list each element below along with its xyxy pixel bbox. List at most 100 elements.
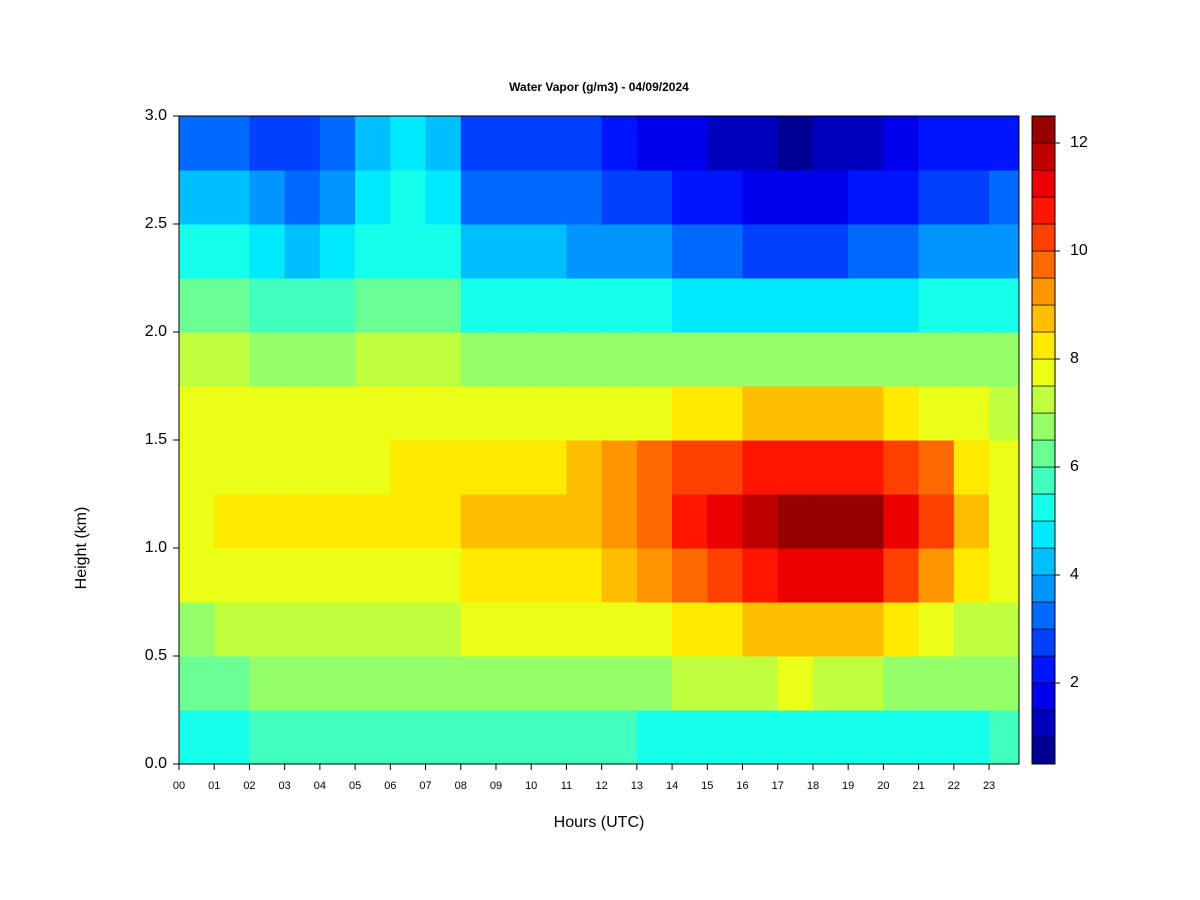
heat-cell xyxy=(918,170,955,225)
heat-cell xyxy=(883,494,920,549)
heat-cell xyxy=(531,440,567,495)
heat-cell xyxy=(531,494,567,549)
heat-cell xyxy=(989,332,1020,387)
heat-cell xyxy=(953,548,990,603)
heat-cell xyxy=(355,656,391,711)
heat-cell xyxy=(953,494,990,549)
heat-cell xyxy=(249,602,286,657)
heat-cell xyxy=(636,386,673,441)
heat-cell xyxy=(495,656,532,711)
colorbar-level xyxy=(1031,655,1056,684)
x-tick-label: 21 xyxy=(912,780,924,792)
heat-cell xyxy=(672,494,708,549)
heat-cell xyxy=(812,494,849,549)
heat-cell xyxy=(953,224,990,279)
heat-cell xyxy=(707,494,744,549)
heat-cell xyxy=(566,386,603,441)
heat-cell xyxy=(812,224,849,279)
heat-cell xyxy=(953,440,990,495)
heat-cell xyxy=(284,332,321,387)
heat-cell xyxy=(812,710,849,765)
heat-cell xyxy=(495,602,532,657)
heat-cell xyxy=(495,278,532,333)
heat-cell xyxy=(989,386,1020,441)
heat-cell xyxy=(953,278,990,333)
heat-cell xyxy=(495,494,532,549)
heat-cell xyxy=(214,116,250,171)
heat-cell xyxy=(214,278,250,333)
heat-cell xyxy=(812,278,849,333)
colorbar-level xyxy=(1031,358,1056,387)
heat-cell xyxy=(284,548,321,603)
colorbar-level xyxy=(1031,574,1056,603)
heat-cell xyxy=(672,332,708,387)
heat-cell xyxy=(742,494,779,549)
heat-cell xyxy=(390,386,427,441)
heat-cell xyxy=(425,656,462,711)
colorbar-level xyxy=(1031,142,1056,171)
heat-cell xyxy=(672,656,708,711)
heat-cell xyxy=(566,332,603,387)
colorbar-level xyxy=(1031,250,1056,279)
heat-cell xyxy=(319,494,356,549)
heat-cell xyxy=(460,224,497,279)
colorbar-level xyxy=(1031,115,1056,144)
heat-cell xyxy=(531,548,567,603)
heat-cell xyxy=(284,116,321,171)
heat-cell xyxy=(355,440,391,495)
heat-cell xyxy=(777,332,814,387)
heat-cell xyxy=(284,494,321,549)
x-tick-label: 15 xyxy=(701,780,713,792)
heat-cell xyxy=(566,548,603,603)
heat-cell xyxy=(214,440,250,495)
heat-cell xyxy=(636,602,673,657)
x-tick-label: 04 xyxy=(314,780,326,792)
colorbar-level xyxy=(1031,385,1056,414)
heat-cell xyxy=(918,602,955,657)
heat-cell xyxy=(989,494,1020,549)
heat-cell xyxy=(214,710,250,765)
colorbar-level xyxy=(1031,493,1056,522)
colorbar-level xyxy=(1031,682,1056,711)
heat-cell xyxy=(848,548,884,603)
heat-cell xyxy=(636,116,673,171)
x-tick-label: 02 xyxy=(243,780,255,792)
heat-cell xyxy=(636,656,673,711)
heat-cell xyxy=(636,710,673,765)
y-tick-label: 2.5 xyxy=(145,215,167,232)
heat-cell xyxy=(672,116,708,171)
heat-cell xyxy=(355,494,391,549)
heat-cell xyxy=(460,548,497,603)
heat-cell xyxy=(214,602,250,657)
heat-cell xyxy=(179,602,215,657)
heat-cell xyxy=(883,170,920,225)
heat-cell xyxy=(742,224,779,279)
y-tick-label: 1.0 xyxy=(145,539,167,556)
heat-cell xyxy=(672,386,708,441)
y-tick-label: 1.5 xyxy=(145,431,167,448)
heat-cell xyxy=(883,116,920,171)
heat-cell xyxy=(918,278,955,333)
heat-cell xyxy=(601,170,638,225)
heat-cell xyxy=(672,170,708,225)
heat-cell xyxy=(249,170,286,225)
heat-cell xyxy=(319,116,356,171)
heat-cell xyxy=(989,278,1020,333)
heat-cell xyxy=(989,710,1020,765)
heat-cell xyxy=(707,386,744,441)
heat-cell xyxy=(531,710,567,765)
heat-cell xyxy=(601,278,638,333)
x-tick-label: 10 xyxy=(525,780,537,792)
heat-cell xyxy=(742,440,779,495)
heat-cell xyxy=(425,224,462,279)
heat-cell xyxy=(425,386,462,441)
colorbar-level xyxy=(1031,709,1056,738)
heat-cell xyxy=(707,224,744,279)
heat-cell xyxy=(883,710,920,765)
heat-cell xyxy=(179,710,215,765)
heat-cell xyxy=(495,710,532,765)
colorbar-level xyxy=(1031,196,1056,225)
heat-cell xyxy=(214,224,250,279)
heat-cell xyxy=(319,224,356,279)
heat-cell xyxy=(777,386,814,441)
